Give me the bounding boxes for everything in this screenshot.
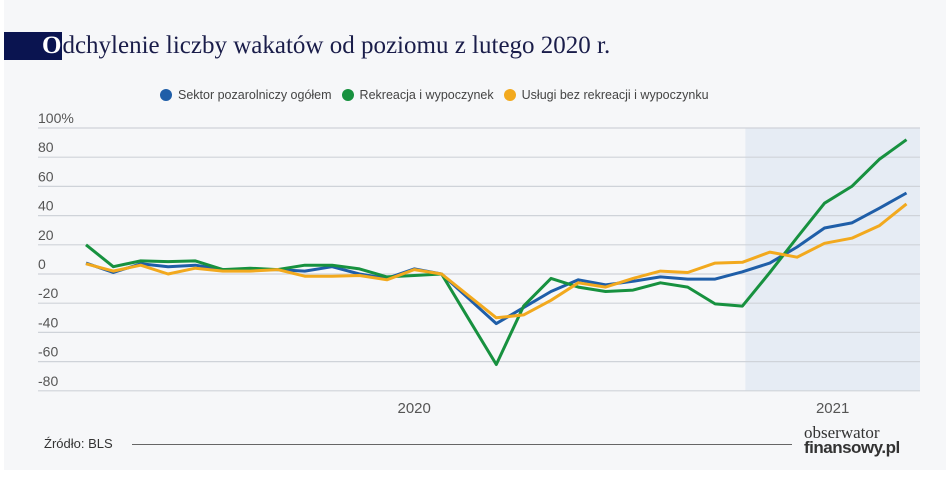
y-tick-label: 0 xyxy=(38,256,46,272)
x-tick-label: 2021 xyxy=(816,400,849,417)
title-accent-block xyxy=(4,32,42,60)
title-text: dchylenie liczby wakatów od poziomu z lu… xyxy=(62,32,611,59)
legend-label: Usługi bez rekreacji i wypoczynku xyxy=(521,88,709,102)
legend-dot-icon xyxy=(160,89,172,101)
legend-item-sektor: Sektor pozarolniczy ogółem xyxy=(160,88,332,102)
x-tick-label: 2020 xyxy=(398,400,431,417)
logo-line1: obserwator xyxy=(804,423,880,442)
y-tick-label: 20 xyxy=(38,227,54,243)
series-line-2 xyxy=(85,202,908,320)
y-tick-label: 40 xyxy=(38,198,54,214)
y-tick-label: -80 xyxy=(38,373,58,389)
legend-dot-icon xyxy=(341,89,354,101)
highlight-region xyxy=(745,128,920,391)
y-tick-label: 60 xyxy=(38,168,54,184)
chart-title: O dchylenie liczby wakatów od poziomu z … xyxy=(4,32,610,60)
legend: Sektor pozarolniczy ogółem Rekreacja i w… xyxy=(160,88,709,102)
y-tick-label: -20 xyxy=(38,285,58,301)
logo-line2: finansowy.pl xyxy=(804,438,900,457)
source-note: Źródło: BLS xyxy=(44,436,113,451)
legend-item-rekreacja: Rekreacja i wypoczynek xyxy=(341,88,494,102)
y-tick-label: -60 xyxy=(38,344,58,360)
title-initial: O xyxy=(42,32,63,60)
legend-item-uslugi: Usługi bez rekreacji i wypoczynku xyxy=(503,88,709,102)
legend-dot-icon xyxy=(503,89,516,101)
footer-divider xyxy=(132,444,792,445)
legend-label: Rekreacja i wypoczynek xyxy=(359,88,494,102)
y-tick-label: -40 xyxy=(38,314,58,330)
logo: obserwator finansowy.pl xyxy=(804,423,900,457)
legend-label: Sektor pozarolniczy ogółem xyxy=(178,88,332,102)
y-tick-label: 100% xyxy=(38,110,74,126)
y-tick-label: 80 xyxy=(38,139,54,155)
